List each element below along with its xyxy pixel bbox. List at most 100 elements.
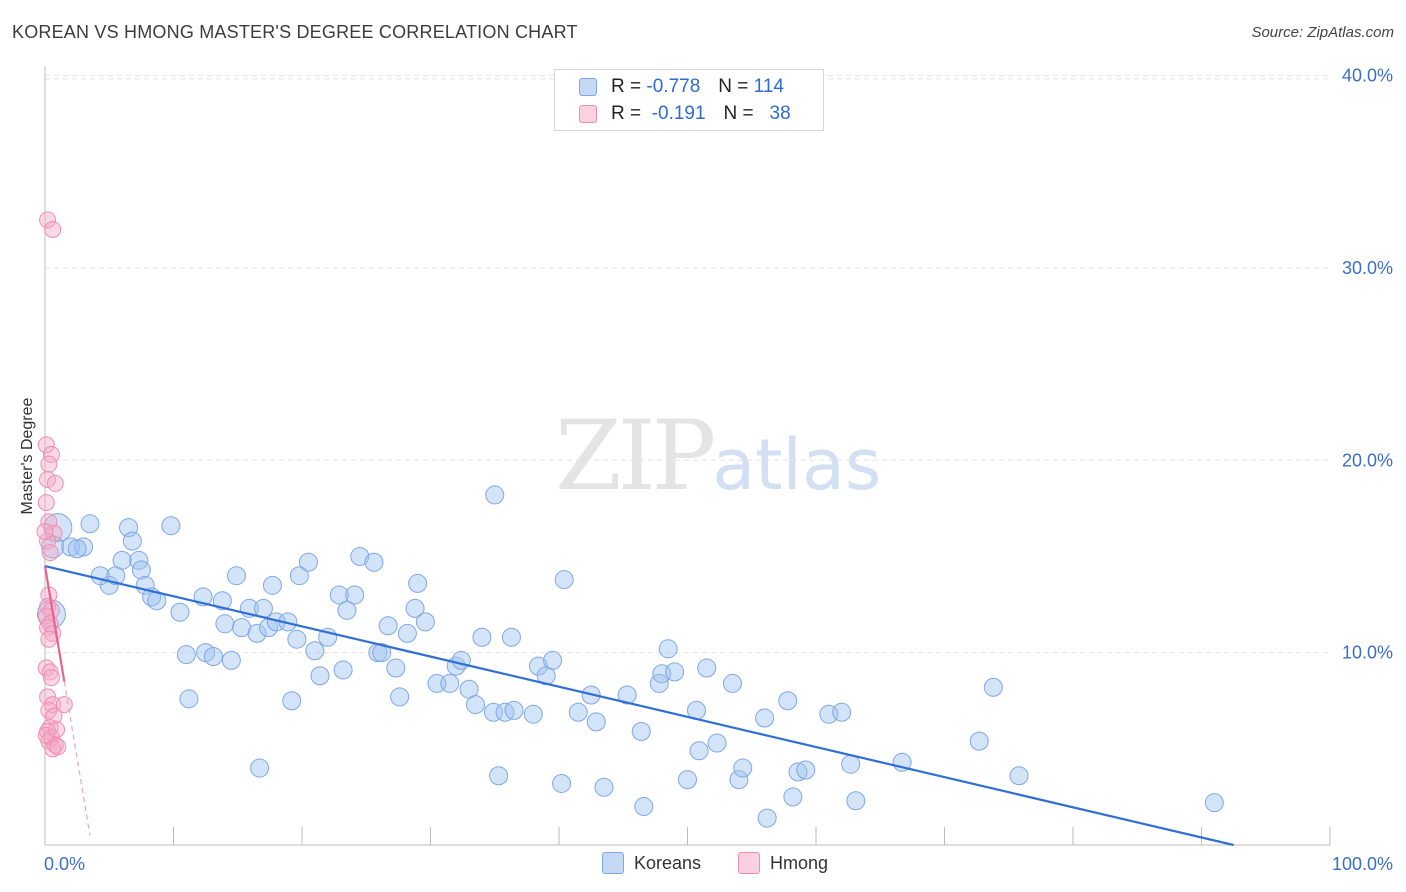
korean-point (451, 650, 471, 670)
axes (44, 66, 1331, 846)
korean-point (215, 614, 235, 634)
koreans-r-value: -0.778 (646, 76, 701, 97)
korean-point (282, 691, 302, 711)
hmong-point (42, 669, 60, 687)
korean-point (179, 689, 199, 709)
korean-point (1204, 793, 1224, 813)
y-tick-label: 30.0% (1342, 258, 1393, 278)
korean-point (131, 560, 151, 580)
hmong-n-value: 38 (769, 103, 791, 124)
hmong-point (39, 471, 57, 489)
hmong-point (37, 726, 55, 744)
x-tick-label: 100.0% (1332, 854, 1393, 874)
korean-point (386, 658, 406, 678)
korean-point (345, 585, 365, 605)
korean-point (485, 485, 505, 505)
y-tick-label: 40.0% (1342, 66, 1393, 86)
korean-point (372, 643, 392, 663)
korean-point (678, 770, 697, 790)
korean-point (329, 585, 349, 605)
hmong-point (42, 446, 60, 464)
korean-point (350, 546, 370, 566)
korean-point (983, 677, 1003, 697)
korean-point (969, 731, 989, 751)
korean-point (74, 537, 94, 557)
hmong-point (44, 220, 62, 238)
legend-r-label: R = (611, 76, 642, 97)
korean-point (501, 627, 521, 647)
koreans-n-value: 114 (753, 76, 784, 97)
korean-point (1009, 766, 1029, 786)
korean-point (170, 602, 190, 622)
korean-point (528, 656, 548, 676)
korean-point (568, 702, 588, 722)
korean-point (250, 758, 270, 778)
legend-row-hmong: R = -0.191 N = 38 (579, 103, 791, 125)
korean-point (247, 623, 267, 643)
korean-point (287, 629, 307, 649)
korean-point (203, 647, 223, 667)
korean-point (841, 754, 861, 774)
hmong-point (39, 211, 57, 229)
watermark-zip: ZIP (555, 400, 716, 512)
korean-point (722, 673, 742, 693)
korean-point (543, 650, 563, 670)
hmong-point (40, 455, 58, 473)
korean-point (408, 573, 428, 593)
korean-point (80, 514, 100, 534)
hmong-trend-line (43, 565, 66, 682)
korean-point (729, 770, 749, 790)
korean-point (586, 712, 606, 732)
bottom-legend-hmong: Hmong (738, 852, 828, 874)
korean-point (378, 616, 398, 636)
data-points (36, 211, 1224, 828)
korean-point (289, 566, 309, 586)
hmong-point (37, 494, 55, 512)
korean-point (489, 766, 509, 786)
korean-point (415, 612, 435, 632)
legend-n-label: N = (723, 103, 754, 124)
korean-point (757, 808, 777, 828)
hmong-point (49, 738, 67, 756)
korean-point (796, 760, 816, 780)
korean-point (755, 708, 775, 728)
korean-point (778, 691, 798, 711)
korean-point (552, 773, 572, 793)
legend-row-koreans: R = -0.778 N = 114 (579, 76, 784, 98)
koreans-legend-label: Koreans (634, 852, 702, 873)
korean-point (689, 741, 709, 761)
korean-point (465, 695, 485, 715)
korean-point (305, 641, 325, 661)
korean-point (733, 758, 753, 778)
korean-point (122, 531, 142, 551)
korean-point (226, 566, 246, 586)
korean-point (440, 673, 460, 693)
hmong-legend-swatch (738, 852, 760, 874)
korean-point (333, 660, 353, 680)
korean-point (697, 658, 717, 678)
koreans-swatch (579, 78, 597, 96)
watermark: ZIPatlas (555, 400, 881, 512)
korean-point (405, 598, 425, 618)
hmong-point (41, 663, 59, 681)
korean-point (221, 650, 241, 670)
korean-point (523, 704, 543, 724)
korean-trend-line (44, 565, 1234, 847)
watermark-atlas: atlas (712, 424, 882, 506)
korean-point (617, 685, 637, 705)
legend-r-label: R = (611, 103, 642, 124)
x-tick-label: 0.0% (44, 854, 85, 874)
legend-n-label: N = (718, 76, 749, 97)
hmong-point (36, 522, 54, 540)
hmong-trend-extension (63, 681, 91, 836)
korean-point (253, 598, 273, 618)
korean-point (212, 591, 232, 611)
bottom-legend-koreans: Koreans (602, 852, 701, 874)
korean-point (112, 550, 132, 570)
hmong-point (46, 474, 64, 492)
korean-point (634, 797, 654, 817)
korean-point (832, 702, 852, 722)
korean-point (483, 702, 503, 722)
korean-point (788, 762, 808, 782)
korean-point (631, 722, 651, 742)
